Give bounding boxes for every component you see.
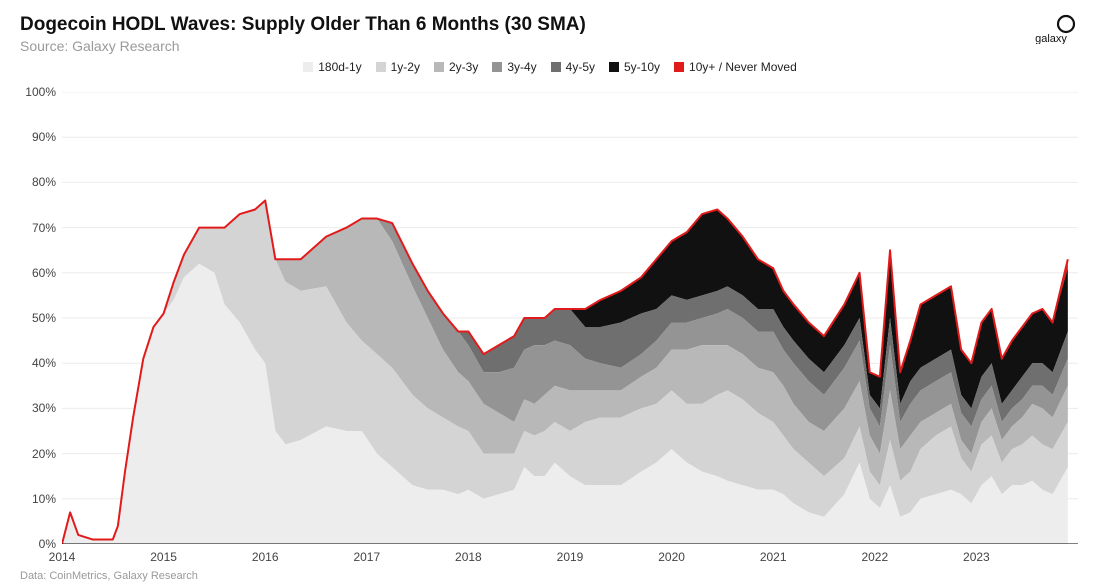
legend-swatch [551,62,561,72]
legend-item: 2y-3y [434,60,478,74]
legend-item: 4y-5y [551,60,595,74]
y-tick-label: 40% [32,356,56,370]
legend-label: 3y-4y [507,60,536,74]
legend-swatch [434,62,444,72]
legend-label: 4y-5y [566,60,595,74]
legend-swatch [303,62,313,72]
y-tick-label: 70% [32,221,56,235]
legend-label: 1y-2y [391,60,420,74]
x-tick-label: 2021 [760,550,787,564]
legend-item: 5y-10y [609,60,660,74]
page-subtitle: Source: Galaxy Research [20,38,1080,54]
legend-label: 180d-1y [318,60,361,74]
data-source-footer: Data: CoinMetrics, Galaxy Research [20,570,198,582]
legend: 180d-1y 1y-2y 2y-3y 3y-4y 4y-5y 5y-10y 10y+ / … [20,60,1080,74]
legend-label: 2y-3y [449,60,478,74]
y-tick-label: 10% [32,492,56,506]
y-tick-label: 80% [32,175,56,189]
y-tick-label: 50% [32,311,56,325]
legend-swatch [492,62,502,72]
x-tick-label: 2015 [150,550,177,564]
legend-item: 1y-2y [376,60,420,74]
x-tick-label: 2019 [557,550,584,564]
y-tick-label: 100% [25,85,56,99]
y-tick-label: 0% [39,537,56,551]
legend-label: 5y-10y [624,60,660,74]
legend-swatch [674,62,684,72]
chart-container: Dogecoin HODL Waves: Supply Older Than 6… [0,0,1100,588]
legend-swatch [376,62,386,72]
chart-area: 0%10%20%30%40%50%60%70%80%90%100% 201420… [62,92,1078,544]
y-tick-label: 20% [32,447,56,461]
brand-text: galaxy [1035,33,1067,44]
x-tick-label: 2020 [658,550,685,564]
x-tick-label: 2022 [861,550,888,564]
y-tick-label: 30% [32,401,56,415]
legend-item: 180d-1y [303,60,361,74]
x-tick-label: 2014 [49,550,76,564]
legend-label: 10y+ / Never Moved [689,60,797,74]
page-title: Dogecoin HODL Waves: Supply Older Than 6… [20,14,1080,36]
brand-logo: galaxy [1024,14,1078,49]
y-tick-label: 90% [32,130,56,144]
legend-swatch [609,62,619,72]
legend-item: 3y-4y [492,60,536,74]
x-tick-label: 2017 [353,550,380,564]
x-tick-label: 2016 [252,550,279,564]
x-tick-label: 2018 [455,550,482,564]
x-tick-label: 2023 [963,550,990,564]
y-tick-label: 60% [32,266,56,280]
legend-item: 10y+ / Never Moved [674,60,797,74]
chart-svg [62,92,1078,544]
